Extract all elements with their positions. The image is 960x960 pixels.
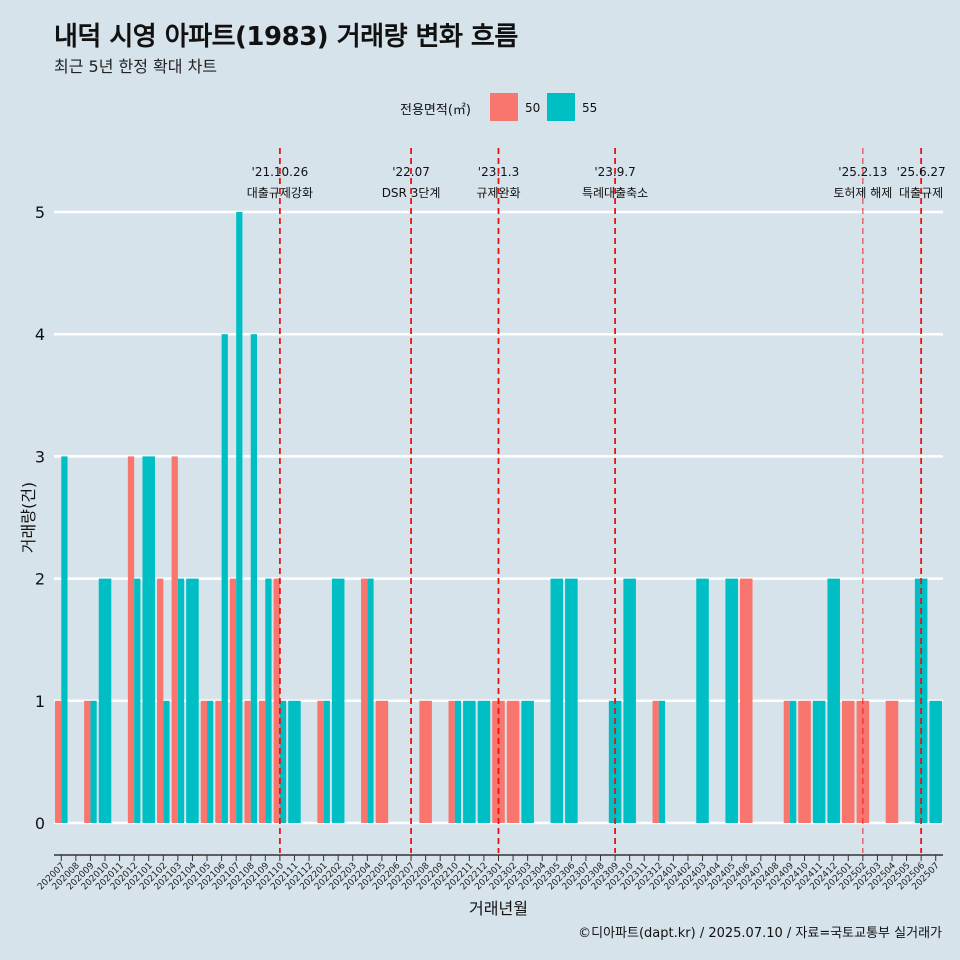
event-text: 규제완화 xyxy=(476,186,520,200)
bar-50 xyxy=(273,578,280,823)
bar-55 xyxy=(623,578,636,823)
bar-50 xyxy=(244,700,251,823)
bar-50 xyxy=(200,700,208,823)
bar-50 xyxy=(157,578,164,823)
bar-50 xyxy=(798,700,811,823)
legend: 전용면적(㎡) 50 55 xyxy=(0,93,960,121)
event-date: '23.9.7 xyxy=(594,165,635,179)
bar-55 xyxy=(98,578,112,823)
bar-55 xyxy=(288,700,301,823)
bar-50 xyxy=(375,700,389,823)
event-date: '25.6.27 xyxy=(897,165,946,179)
bar-55 xyxy=(827,578,840,823)
bar-50 xyxy=(361,578,368,823)
y-axis-title: 거래량(건) xyxy=(19,482,38,553)
bar-55 xyxy=(142,456,155,823)
bar-50 xyxy=(84,700,91,823)
bar-55 xyxy=(279,700,287,823)
bar-50 xyxy=(259,700,266,823)
bar-55 xyxy=(265,578,272,823)
bar-55 xyxy=(929,700,942,823)
bar-55 xyxy=(789,700,797,823)
bar-55 xyxy=(331,578,345,823)
bar-55 xyxy=(61,456,68,823)
bar-55 xyxy=(696,578,709,823)
bar-55 xyxy=(90,700,97,823)
bar-50 xyxy=(229,578,237,823)
event-text: 대출규제 xyxy=(899,186,943,200)
y-tick-label: 4 xyxy=(35,325,45,344)
bar-50 xyxy=(739,578,753,823)
event-text: 특례대출축소 xyxy=(582,186,648,200)
event-text: DSR 3단계 xyxy=(382,186,441,200)
event-date: '23.1.3 xyxy=(478,165,519,179)
bar-55 xyxy=(177,578,185,823)
legend-label-55: 55 xyxy=(582,101,598,115)
bar-55 xyxy=(186,578,199,823)
bar-55 xyxy=(521,700,534,823)
event-date: '22.07 xyxy=(392,165,430,179)
bar-55 xyxy=(367,578,374,823)
chart-title: 내덕 시영 아파트(1983) 거래량 변화 흐름 xyxy=(54,22,518,52)
y-tick-label: 2 xyxy=(35,570,45,589)
legend-label-50: 50 xyxy=(525,101,541,115)
event-date: '21.10.26 xyxy=(252,165,309,179)
chart-subtitle: 최근 5년 한정 확대 차트 xyxy=(54,57,218,76)
bar-50 xyxy=(215,700,222,823)
bar-50 xyxy=(842,700,855,823)
y-tick-label: 0 xyxy=(35,814,45,833)
event-text: 토허제 해제 xyxy=(833,186,892,200)
bar-55 xyxy=(250,334,258,823)
source-caption: ©디아파트(dapt.kr) / 2025.07.10 / 자료=국토교통부 실… xyxy=(578,926,942,941)
bar-50 xyxy=(448,700,455,823)
bar-50 xyxy=(506,700,520,823)
y-tick-label: 5 xyxy=(35,203,45,222)
bar-50 xyxy=(652,700,659,823)
event-date: '25.2.13 xyxy=(838,165,887,179)
legend-swatch-50 xyxy=(490,93,518,121)
y-tick-label: 3 xyxy=(35,447,45,466)
bar-50 xyxy=(55,700,62,823)
bar-55 xyxy=(565,578,578,823)
bar-50 xyxy=(171,456,178,823)
bar-55 xyxy=(463,700,476,823)
bar-50 xyxy=(127,456,135,823)
x-axis-title: 거래년월 xyxy=(469,899,528,918)
bar-55 xyxy=(454,700,462,823)
bar-55 xyxy=(163,700,170,823)
bar-55 xyxy=(812,700,826,823)
bar-55 xyxy=(236,212,243,823)
bar-50 xyxy=(885,700,899,823)
bar-55 xyxy=(477,700,491,823)
legend-swatch-55 xyxy=(547,93,575,121)
bar-55 xyxy=(550,578,564,823)
bar-55 xyxy=(134,578,141,823)
bar-55 xyxy=(221,334,228,823)
bar-50 xyxy=(419,700,432,823)
bar-50 xyxy=(783,700,790,823)
y-tick-label: 1 xyxy=(35,692,45,711)
legend-title: 전용면적(㎡) xyxy=(400,103,471,118)
bar-55 xyxy=(725,578,738,823)
bar-55 xyxy=(207,700,214,823)
bar-50 xyxy=(317,700,324,823)
bar-55 xyxy=(323,700,330,823)
event-text: 대출규제강화 xyxy=(247,186,313,200)
bar-55 xyxy=(658,700,666,823)
